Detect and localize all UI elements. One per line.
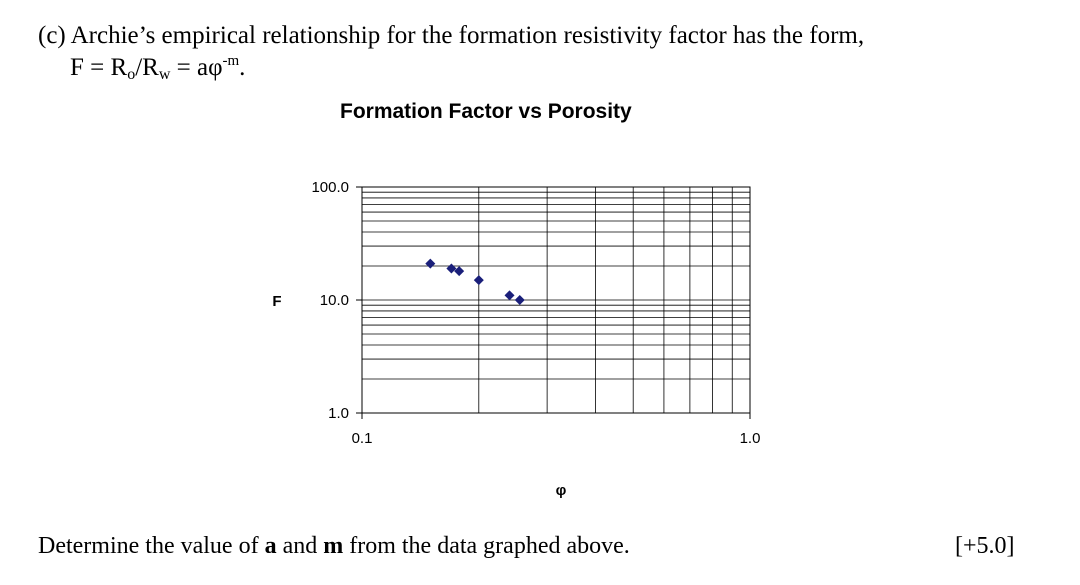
formula-period: . — [239, 54, 246, 81]
instruction-m: m — [323, 533, 344, 559]
x-tick-label-0-1: 0.1 — [352, 430, 373, 447]
y-tick-label-1: 1.0 — [328, 405, 349, 422]
question-text: (c) Archie’s empirical relationship for … — [38, 22, 865, 49]
data-point-2 — [446, 263, 457, 274]
data-point-3 — [454, 266, 465, 277]
y-tick-label-100: 100.0 — [311, 179, 349, 196]
axis-ticks — [356, 186, 751, 419]
data-point-5 — [504, 290, 515, 301]
data-points — [425, 258, 525, 305]
formula-w-subscript: w — [158, 66, 171, 83]
archie-formula: F = Ro/Rw = aφ-m. — [70, 53, 246, 83]
instruction-and: and — [276, 533, 324, 559]
instruction-text: Determine the value of a and m from the … — [38, 533, 630, 560]
data-point-6 — [514, 295, 525, 305]
data-point-1 — [425, 258, 436, 269]
y-tick-label-10: 10.0 — [320, 292, 349, 309]
data-point-4 — [473, 275, 484, 286]
instruction-prefix: Determine the value of — [38, 533, 265, 559]
chart-title: Formation Factor vs Porosity — [340, 100, 632, 123]
chart-grid — [362, 187, 750, 413]
x-tick-label-1-0: 1.0 — [740, 430, 761, 447]
x-axis-label: φ — [556, 482, 567, 499]
formula-o-subscript: o — [127, 66, 136, 83]
marks-badge: [+5.0] — [955, 533, 1015, 559]
instruction-suffix: from the data graphed above. — [343, 533, 630, 559]
instruction-a: a — [264, 533, 277, 559]
formula-rw: /R — [135, 54, 159, 81]
formula-f: F = R — [70, 54, 128, 81]
formula-aphi: = aφ — [170, 54, 223, 81]
y-axis-label: F — [272, 293, 281, 310]
formula-exponent: -m — [222, 53, 240, 69]
